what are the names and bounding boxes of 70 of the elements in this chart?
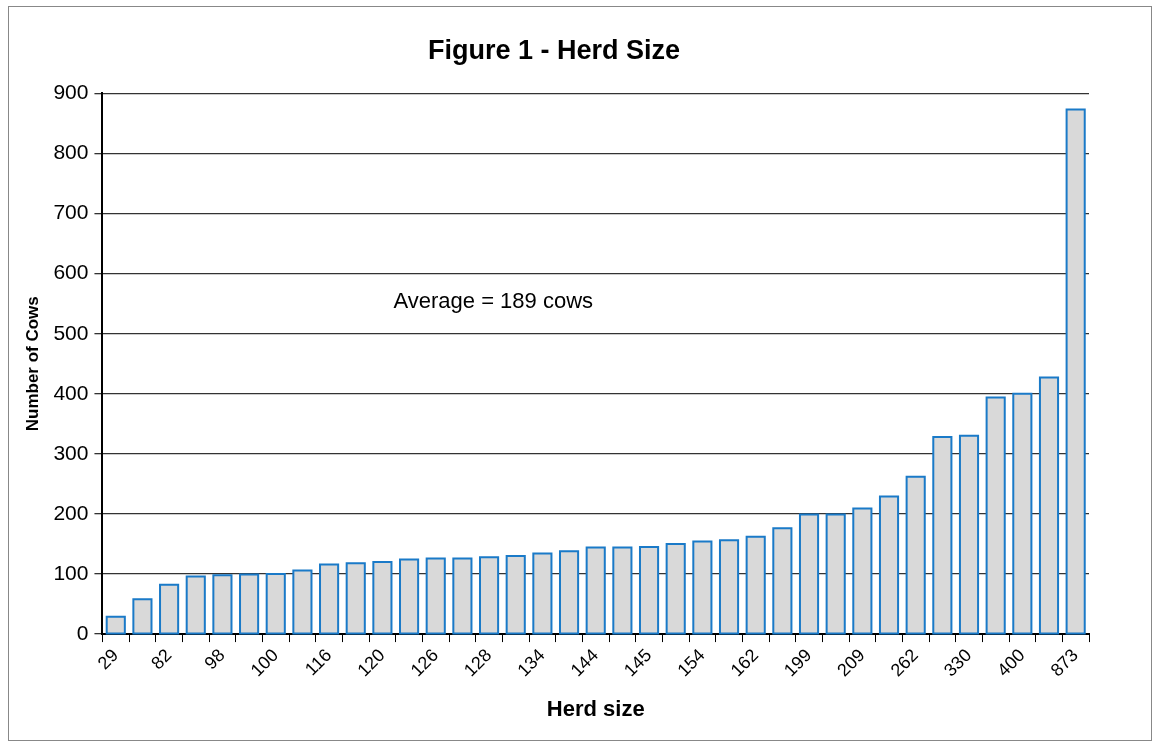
bar	[585, 546, 606, 635]
x-tick-label: 29	[93, 644, 123, 674]
y-tick-label: 600	[53, 260, 89, 284]
bar	[239, 573, 260, 635]
x-tick-label: 199	[779, 644, 816, 681]
y-tick-label: 100	[53, 560, 89, 584]
bar	[345, 562, 366, 635]
y-axis-title: Number of Cows	[22, 296, 42, 432]
bar	[292, 569, 313, 635]
x-tick-label: 154	[673, 644, 709, 681]
y-tick-label: 400	[53, 380, 89, 404]
bar	[132, 598, 153, 635]
bar	[772, 527, 793, 635]
y-tick-label: 500	[53, 320, 89, 344]
bar	[558, 550, 580, 635]
y-tick-label: 900	[53, 80, 89, 104]
bar	[452, 557, 473, 635]
bar	[718, 539, 740, 635]
x-tick-label: 145	[620, 644, 656, 681]
bar	[745, 535, 766, 635]
bar	[638, 545, 660, 635]
x-tick-label: 100	[246, 644, 283, 681]
bar	[372, 561, 393, 635]
x-tick-label: 98	[200, 644, 229, 674]
bar	[825, 513, 846, 635]
bar	[985, 396, 1006, 635]
y-tick-label: 200	[53, 500, 89, 524]
bar	[265, 573, 286, 635]
annotation: Average = 189 cows	[393, 287, 594, 313]
bar	[1012, 392, 1033, 635]
chart-title: Figure 1 - Herd Size	[427, 34, 681, 65]
x-tick-label: 126	[406, 644, 443, 681]
bar	[932, 436, 953, 635]
bar	[958, 434, 980, 635]
y-tick-label: 700	[53, 200, 89, 224]
y-tick-label: 300	[53, 440, 89, 464]
x-tick-label: 209	[833, 644, 869, 681]
bar	[425, 557, 446, 635]
y-tick-label: 800	[53, 140, 89, 164]
bar	[692, 540, 713, 635]
x-tick-label: 330	[939, 644, 976, 681]
bar	[105, 615, 126, 635]
x-tick-label: 120	[353, 644, 389, 681]
bar	[612, 546, 633, 635]
bar	[505, 554, 526, 635]
bar	[905, 475, 926, 635]
bar	[319, 563, 340, 635]
bar	[212, 574, 233, 635]
x-axis-title: Herd size	[546, 695, 645, 721]
x-tick-label: 400	[993, 644, 1029, 681]
x-tick-label: 262	[886, 644, 923, 681]
x-tick-label: 116	[300, 644, 336, 680]
bar	[1038, 376, 1060, 635]
x-tick-label: 873	[1046, 644, 1083, 681]
bar	[878, 495, 900, 635]
x-tick-label: 162	[726, 644, 763, 681]
y-tick-label: 0	[76, 620, 89, 644]
x-tick-label: 82	[147, 644, 176, 674]
bar	[399, 558, 420, 635]
bar	[665, 542, 686, 635]
bar	[852, 507, 873, 635]
x-tick-label: 128	[460, 644, 496, 681]
bar	[798, 513, 820, 635]
bar	[159, 583, 180, 635]
bar	[1065, 108, 1086, 635]
x-tick-label: 134	[513, 644, 549, 681]
x-tick-label: 144	[566, 644, 603, 681]
bar	[185, 575, 206, 635]
bar	[479, 556, 500, 635]
bar	[532, 552, 553, 635]
